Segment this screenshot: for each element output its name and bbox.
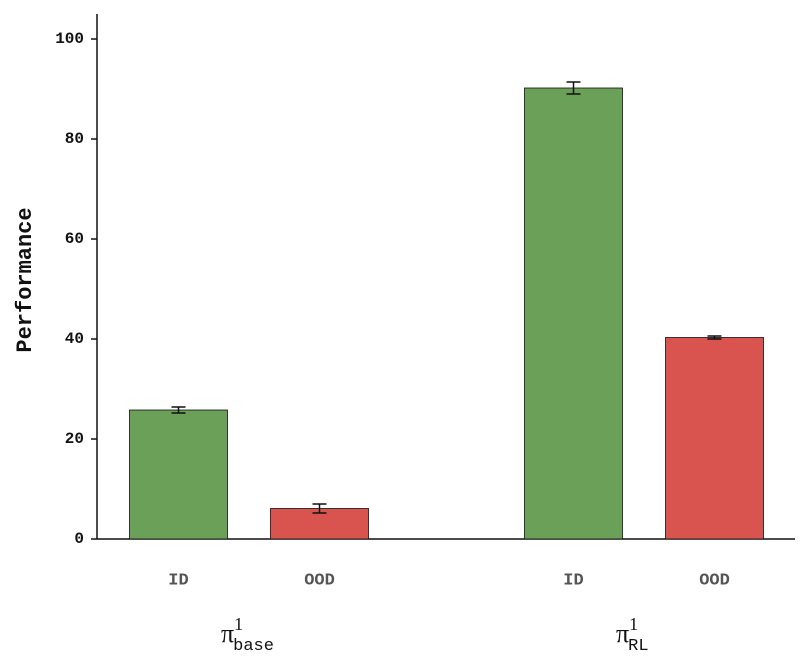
group-label-subscript: base xyxy=(233,637,274,656)
y-tick-label: 40 xyxy=(65,330,84,348)
bar-label: ID xyxy=(563,571,583,590)
y-tick-label: 60 xyxy=(65,230,84,248)
group-label: π1 base xyxy=(221,614,274,656)
y-axis-label: Performance xyxy=(13,207,38,352)
group-label: π1 RL xyxy=(616,614,649,656)
error-bar xyxy=(312,503,327,514)
group-label-superscript: 1 xyxy=(629,614,638,634)
y-tick-label: 0 xyxy=(74,530,84,548)
error-bar xyxy=(707,335,722,340)
group-label-symbol: π xyxy=(221,619,234,648)
group-label-symbol: π xyxy=(616,619,629,648)
bar xyxy=(524,87,623,540)
y-tick-label: 20 xyxy=(65,430,84,448)
bar-label: OOD xyxy=(304,571,335,590)
group-label-subscript: RL xyxy=(628,637,648,656)
bar xyxy=(129,409,228,540)
bar-label: OOD xyxy=(699,571,730,590)
error-bar xyxy=(171,406,186,414)
bar xyxy=(665,337,764,540)
y-tick-label: 80 xyxy=(65,130,84,148)
bar-label: ID xyxy=(168,571,188,590)
error-bar xyxy=(566,81,581,95)
group-label-superscript: 1 xyxy=(234,614,243,634)
y-tick-label: 100 xyxy=(55,30,84,48)
